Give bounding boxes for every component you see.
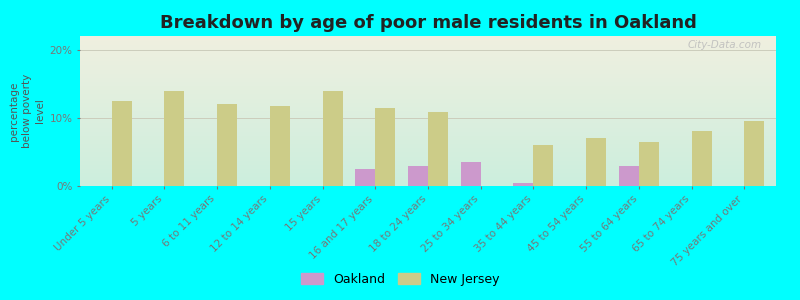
Bar xyxy=(619,166,639,186)
Bar xyxy=(375,108,395,186)
Bar xyxy=(270,106,290,186)
Bar xyxy=(217,104,237,186)
Bar xyxy=(461,162,481,186)
Bar xyxy=(514,183,534,186)
Bar xyxy=(164,91,184,186)
Bar xyxy=(355,169,375,186)
Text: City-Data.com: City-Data.com xyxy=(688,40,762,50)
Bar xyxy=(639,142,659,186)
Y-axis label: percentage
below poverty
level: percentage below poverty level xyxy=(9,74,45,148)
Bar xyxy=(692,131,712,186)
Bar xyxy=(534,145,554,186)
Bar xyxy=(586,138,606,186)
Bar xyxy=(428,112,448,186)
Bar xyxy=(744,121,765,186)
Bar xyxy=(408,166,428,186)
Bar xyxy=(322,91,342,186)
Bar xyxy=(112,101,132,186)
Title: Breakdown by age of poor male residents in Oakland: Breakdown by age of poor male residents … xyxy=(159,14,697,32)
Legend: Oakland, New Jersey: Oakland, New Jersey xyxy=(295,268,505,291)
